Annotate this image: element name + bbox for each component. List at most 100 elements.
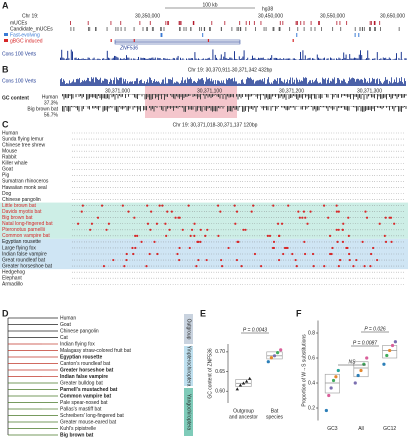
conservation — [105, 78, 106, 86]
conservation — [331, 58, 333, 60]
conservation — [326, 58, 328, 60]
substitution — [174, 216, 177, 219]
track-feature — [163, 27, 165, 31]
gc-bar — [189, 94, 191, 96]
x-tick-label: Outgroup — [233, 408, 254, 414]
gc-bar — [174, 94, 176, 100]
conservation — [166, 58, 168, 60]
conservation — [382, 83, 383, 86]
conservation — [144, 81, 145, 86]
gc-bar — [270, 106, 272, 111]
y-tick-label: 0.8 — [308, 330, 315, 336]
gc-bar — [218, 94, 219, 97]
gc-bar — [162, 106, 164, 111]
gc-bar — [296, 106, 297, 107]
conservation — [136, 59, 138, 60]
gc-bar — [327, 106, 329, 111]
track-feature — [160, 33, 162, 37]
gc-bar — [161, 94, 162, 100]
conservation — [89, 81, 90, 86]
conservation — [234, 51, 235, 60]
gc-bar — [314, 106, 315, 110]
conservation — [258, 80, 259, 86]
y-axis-label: GC content of ZNF536 — [207, 348, 213, 399]
gc-bar — [162, 94, 164, 95]
gc-bar — [261, 106, 263, 109]
substitution — [132, 252, 135, 256]
conservation — [353, 78, 354, 86]
conservation — [318, 83, 319, 86]
gc-bar — [117, 106, 119, 112]
conservation — [80, 82, 81, 86]
track-feature — [167, 21, 169, 25]
gc-bar — [204, 94, 206, 99]
conservation — [130, 58, 132, 60]
conservation — [319, 58, 321, 60]
conservation — [342, 80, 343, 86]
track-label: Cons 100 Verts — [2, 78, 37, 84]
region-label: Chr 19: 30,371,018-30,371,137 120bp — [173, 122, 258, 128]
substitution — [233, 204, 236, 207]
gc-bar — [146, 106, 147, 111]
conservation — [385, 57, 387, 60]
track-feature — [369, 27, 371, 31]
gc-bar — [132, 106, 134, 110]
conservation — [62, 82, 63, 86]
gc-bar — [171, 106, 173, 108]
track-feature — [180, 21, 182, 25]
gc-bar — [171, 94, 173, 98]
gc-bar — [125, 106, 126, 108]
gc-bar — [198, 106, 200, 108]
conservation — [214, 83, 215, 86]
gc-bar — [288, 94, 290, 100]
species-label: Elephant — [2, 276, 22, 282]
gc-bar — [233, 106, 234, 108]
substitution — [336, 240, 339, 243]
conservation — [253, 79, 254, 86]
conservation — [308, 58, 310, 60]
conservation — [98, 58, 100, 60]
conservation — [310, 80, 311, 86]
track-feature — [379, 21, 381, 25]
gc-bar — [338, 106, 339, 108]
gc-bar — [366, 106, 368, 111]
gc-bar — [309, 106, 311, 107]
conservation — [283, 58, 285, 60]
substitution — [197, 258, 200, 262]
substitution — [195, 265, 198, 268]
conservation — [192, 82, 193, 86]
substitution — [127, 210, 130, 213]
conservation — [112, 57, 114, 60]
conservation — [336, 58, 337, 60]
track-feature — [110, 21, 112, 25]
gc-bar — [123, 106, 125, 109]
gc-bar — [111, 94, 113, 98]
gc-bar — [225, 94, 227, 100]
conservation — [229, 57, 231, 60]
conservation — [390, 82, 391, 86]
track-feature — [289, 27, 291, 31]
conservation — [97, 58, 99, 60]
track-feature — [209, 27, 210, 31]
substitution — [280, 222, 284, 225]
gc-bar — [377, 94, 378, 100]
substitution — [277, 234, 281, 237]
gc-bar — [149, 94, 150, 100]
track-feature — [239, 27, 241, 31]
conservation — [146, 58, 148, 60]
substitution — [220, 265, 224, 268]
gc-bar — [357, 106, 359, 111]
conservation — [392, 83, 393, 86]
gc-bar — [197, 94, 198, 99]
conservation — [67, 50, 69, 60]
track-feature — [310, 21, 312, 25]
gc-bar — [102, 94, 104, 99]
gc-bar — [114, 106, 116, 111]
conservation — [367, 50, 369, 60]
conservation — [342, 58, 343, 60]
substitution — [302, 210, 306, 213]
gc-bar — [81, 94, 83, 99]
conservation — [216, 57, 217, 60]
substitution — [311, 252, 315, 256]
conservation — [174, 82, 175, 86]
